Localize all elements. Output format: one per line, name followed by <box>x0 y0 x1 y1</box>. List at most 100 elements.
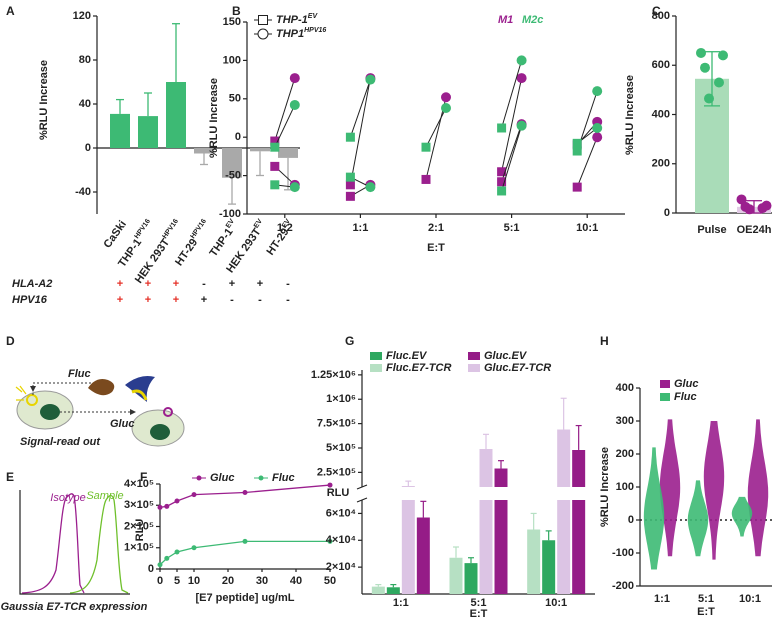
y-axis-label: %RLU Increase <box>599 447 611 527</box>
row-mark: - <box>202 278 206 290</box>
y-tick-label: -200 <box>612 580 634 592</box>
point <box>191 492 197 498</box>
point <box>242 538 248 544</box>
row-label: HLA-A2 <box>12 278 52 290</box>
legend-label: Gluc.EV <box>484 350 528 362</box>
point <box>289 99 300 110</box>
panel-letter: H <box>600 334 609 348</box>
x-tick-label: 1:1 <box>393 597 409 609</box>
gluc-signal <box>163 407 173 417</box>
point <box>157 504 163 510</box>
x-tick-label-sup: HPV16 <box>189 218 208 240</box>
point <box>191 545 197 551</box>
x-tick-label: 40 <box>290 575 302 587</box>
diagram-label: Gluc <box>110 418 134 430</box>
diagram-label: Signal-read out <box>20 436 101 448</box>
x-tick-label: 10:1 <box>576 222 598 234</box>
legend-label: M2c <box>522 14 543 26</box>
nucleus <box>40 404 60 420</box>
panel-letter: D <box>6 334 15 348</box>
panel-letter: E <box>6 470 14 484</box>
tcr <box>125 376 155 402</box>
legend-swatch <box>660 380 670 388</box>
x-tick-label: 20 <box>222 575 234 587</box>
legend-label: M1 <box>498 14 513 26</box>
x-axis-label: E:T <box>697 606 715 618</box>
point <box>516 55 527 66</box>
point <box>744 204 755 215</box>
point <box>327 538 333 544</box>
legend-label: Gluc <box>674 378 698 390</box>
y-axis-label: RLU <box>327 487 350 499</box>
x-tick-label: 1:1 <box>352 222 368 234</box>
pair-line <box>501 123 523 182</box>
legend-label: Fluc.E7-TCR <box>386 362 451 374</box>
pair-line <box>576 137 598 188</box>
pair-line <box>274 77 296 142</box>
y-tick-label: 200 <box>616 448 634 460</box>
y-tick-label: 0 <box>85 142 91 154</box>
row-mark: + <box>229 278 235 290</box>
x-axis-label: E:T <box>427 242 445 254</box>
y-tick-label: 6×10⁴ <box>326 507 356 519</box>
legend-label: Sample <box>86 490 123 502</box>
row-mark: + <box>145 278 151 290</box>
bar <box>250 148 270 152</box>
point <box>345 132 355 142</box>
x-tick-label: 10 <box>188 575 200 587</box>
molecule <box>88 379 115 396</box>
row-mark: - <box>286 294 290 306</box>
point <box>164 503 170 509</box>
legend-marker <box>257 28 269 40</box>
bar <box>479 448 493 594</box>
point <box>270 161 280 171</box>
arrowhead <box>30 386 36 392</box>
x-tick-label: 10:1 <box>545 597 567 609</box>
x-tick-label: Pulse <box>697 224 726 236</box>
legend-marker <box>196 475 202 481</box>
bar <box>464 563 478 594</box>
y-tick-label: 300 <box>616 415 634 427</box>
violin <box>747 419 769 557</box>
flow-e: E Isotype Sample Gaussia E7-TCR expressi… <box>1 470 148 613</box>
y-tick-label: 80 <box>79 54 91 66</box>
bar <box>572 449 586 594</box>
x-tick-label: CaSki <box>101 219 128 251</box>
y-axis-label: %RLU Increase <box>624 75 636 155</box>
legend-swatch <box>468 352 480 360</box>
line <box>159 540 330 566</box>
bar <box>527 529 541 594</box>
bar <box>166 82 186 148</box>
y-tick-label: 0 <box>628 514 634 526</box>
bar <box>542 540 556 594</box>
point <box>757 203 768 214</box>
point <box>572 138 582 148</box>
bar <box>194 148 214 154</box>
y-tick-label: 200 <box>652 158 670 170</box>
point <box>365 74 376 85</box>
legend-marker <box>258 475 264 481</box>
legend-label-base: THP1 <box>276 28 304 40</box>
row-mark: + <box>173 278 179 290</box>
bar <box>371 586 385 594</box>
point <box>327 482 333 488</box>
row-mark: + <box>145 294 151 306</box>
y-tick-label: 150 <box>223 16 241 28</box>
point <box>345 172 355 182</box>
bar <box>222 148 242 178</box>
panel-letter: B <box>232 4 241 18</box>
panel-letter: A <box>6 4 15 18</box>
y-tick-label: -50 <box>225 170 241 182</box>
bar <box>401 486 415 594</box>
x-tick-label-base: HT-29 <box>173 237 200 268</box>
point <box>572 146 582 156</box>
point <box>441 92 451 103</box>
y-tick-label: -100 <box>612 547 634 559</box>
x-tick-label: 10:1 <box>739 593 761 605</box>
x-tick-label: 5:1 <box>698 593 714 605</box>
y-tick-label: 600 <box>652 59 670 71</box>
axis-break <box>356 497 368 503</box>
y-tick-label: 0 <box>664 207 670 219</box>
x-tick-label: 5:1 <box>471 597 487 609</box>
signal <box>26 394 38 406</box>
